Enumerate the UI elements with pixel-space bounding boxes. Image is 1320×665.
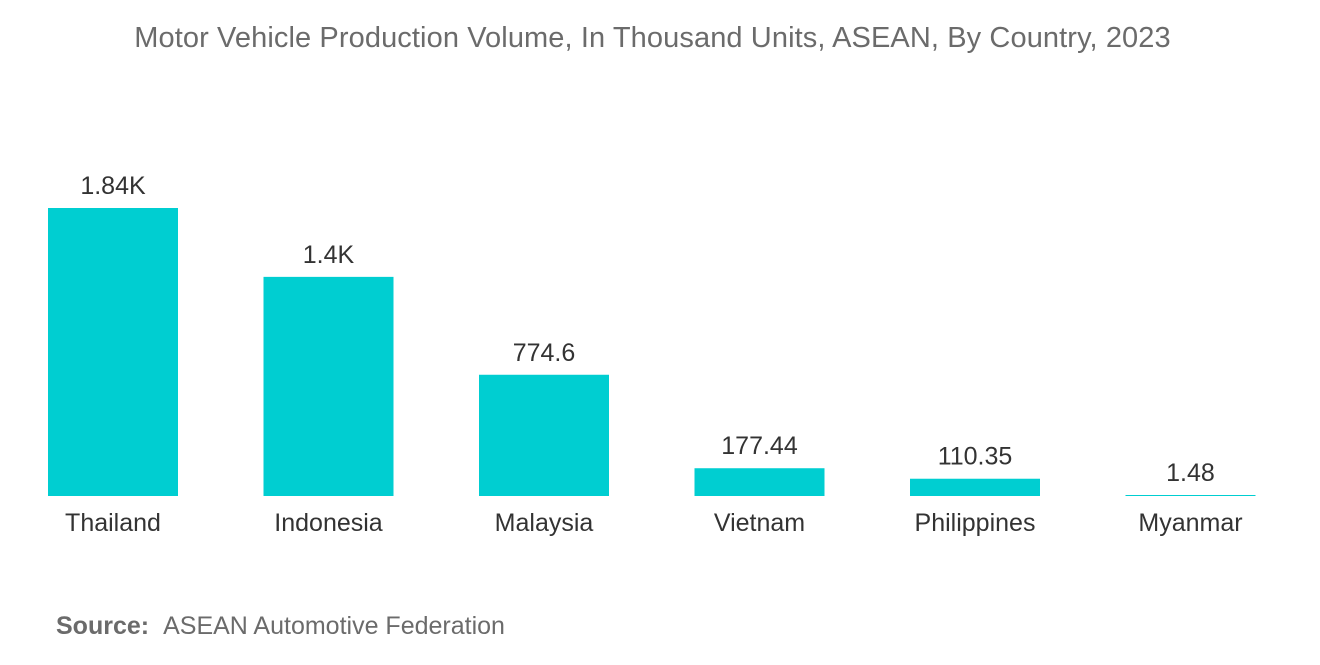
data-label-myanmar: 1.48 — [1166, 459, 1215, 487]
x-tick-label-vietnam: Vietnam — [714, 509, 805, 537]
data-label-thailand: 1.84K — [80, 172, 146, 200]
x-tick-label-malaysia: Malaysia — [495, 509, 594, 537]
x-tick-label-thailand: Thailand — [65, 509, 161, 537]
x-tick-label-philippines: Philippines — [915, 509, 1036, 537]
data-label-malaysia: 774.6 — [513, 339, 576, 367]
bar-malaysia — [479, 374, 609, 496]
bars-layer: 1.84K Thailand 1.4K Indonesia 774.6 Malaysia 1… — [48, 172, 1256, 537]
data-label-vietnam: 177.44 — [721, 432, 798, 460]
source-label: Source: — [56, 612, 150, 640]
bar-chart: 1.84K Thailand 1.4K Indonesia 774.6 Malaysia 1… — [48, 172, 1256, 537]
bar-thailand — [48, 208, 178, 496]
x-tick-label-myanmar: Myanmar — [1138, 509, 1242, 537]
chart-title: Motor Vehicle Production Volume, In Thou… — [134, 22, 1171, 54]
bar-myanmar — [1125, 495, 1256, 496]
x-tick-label-indonesia: Indonesia — [274, 509, 383, 537]
source-text: ASEAN Automotive Federation — [163, 612, 505, 640]
bar-indonesia — [263, 276, 394, 496]
bar-vietnam — [694, 468, 825, 496]
data-label-indonesia: 1.4K — [303, 241, 355, 269]
source-note: Source: ASEAN Automotive Federation — [56, 612, 505, 641]
data-label-philippines: 110.35 — [938, 443, 1013, 471]
bar-philippines — [910, 478, 1040, 496]
